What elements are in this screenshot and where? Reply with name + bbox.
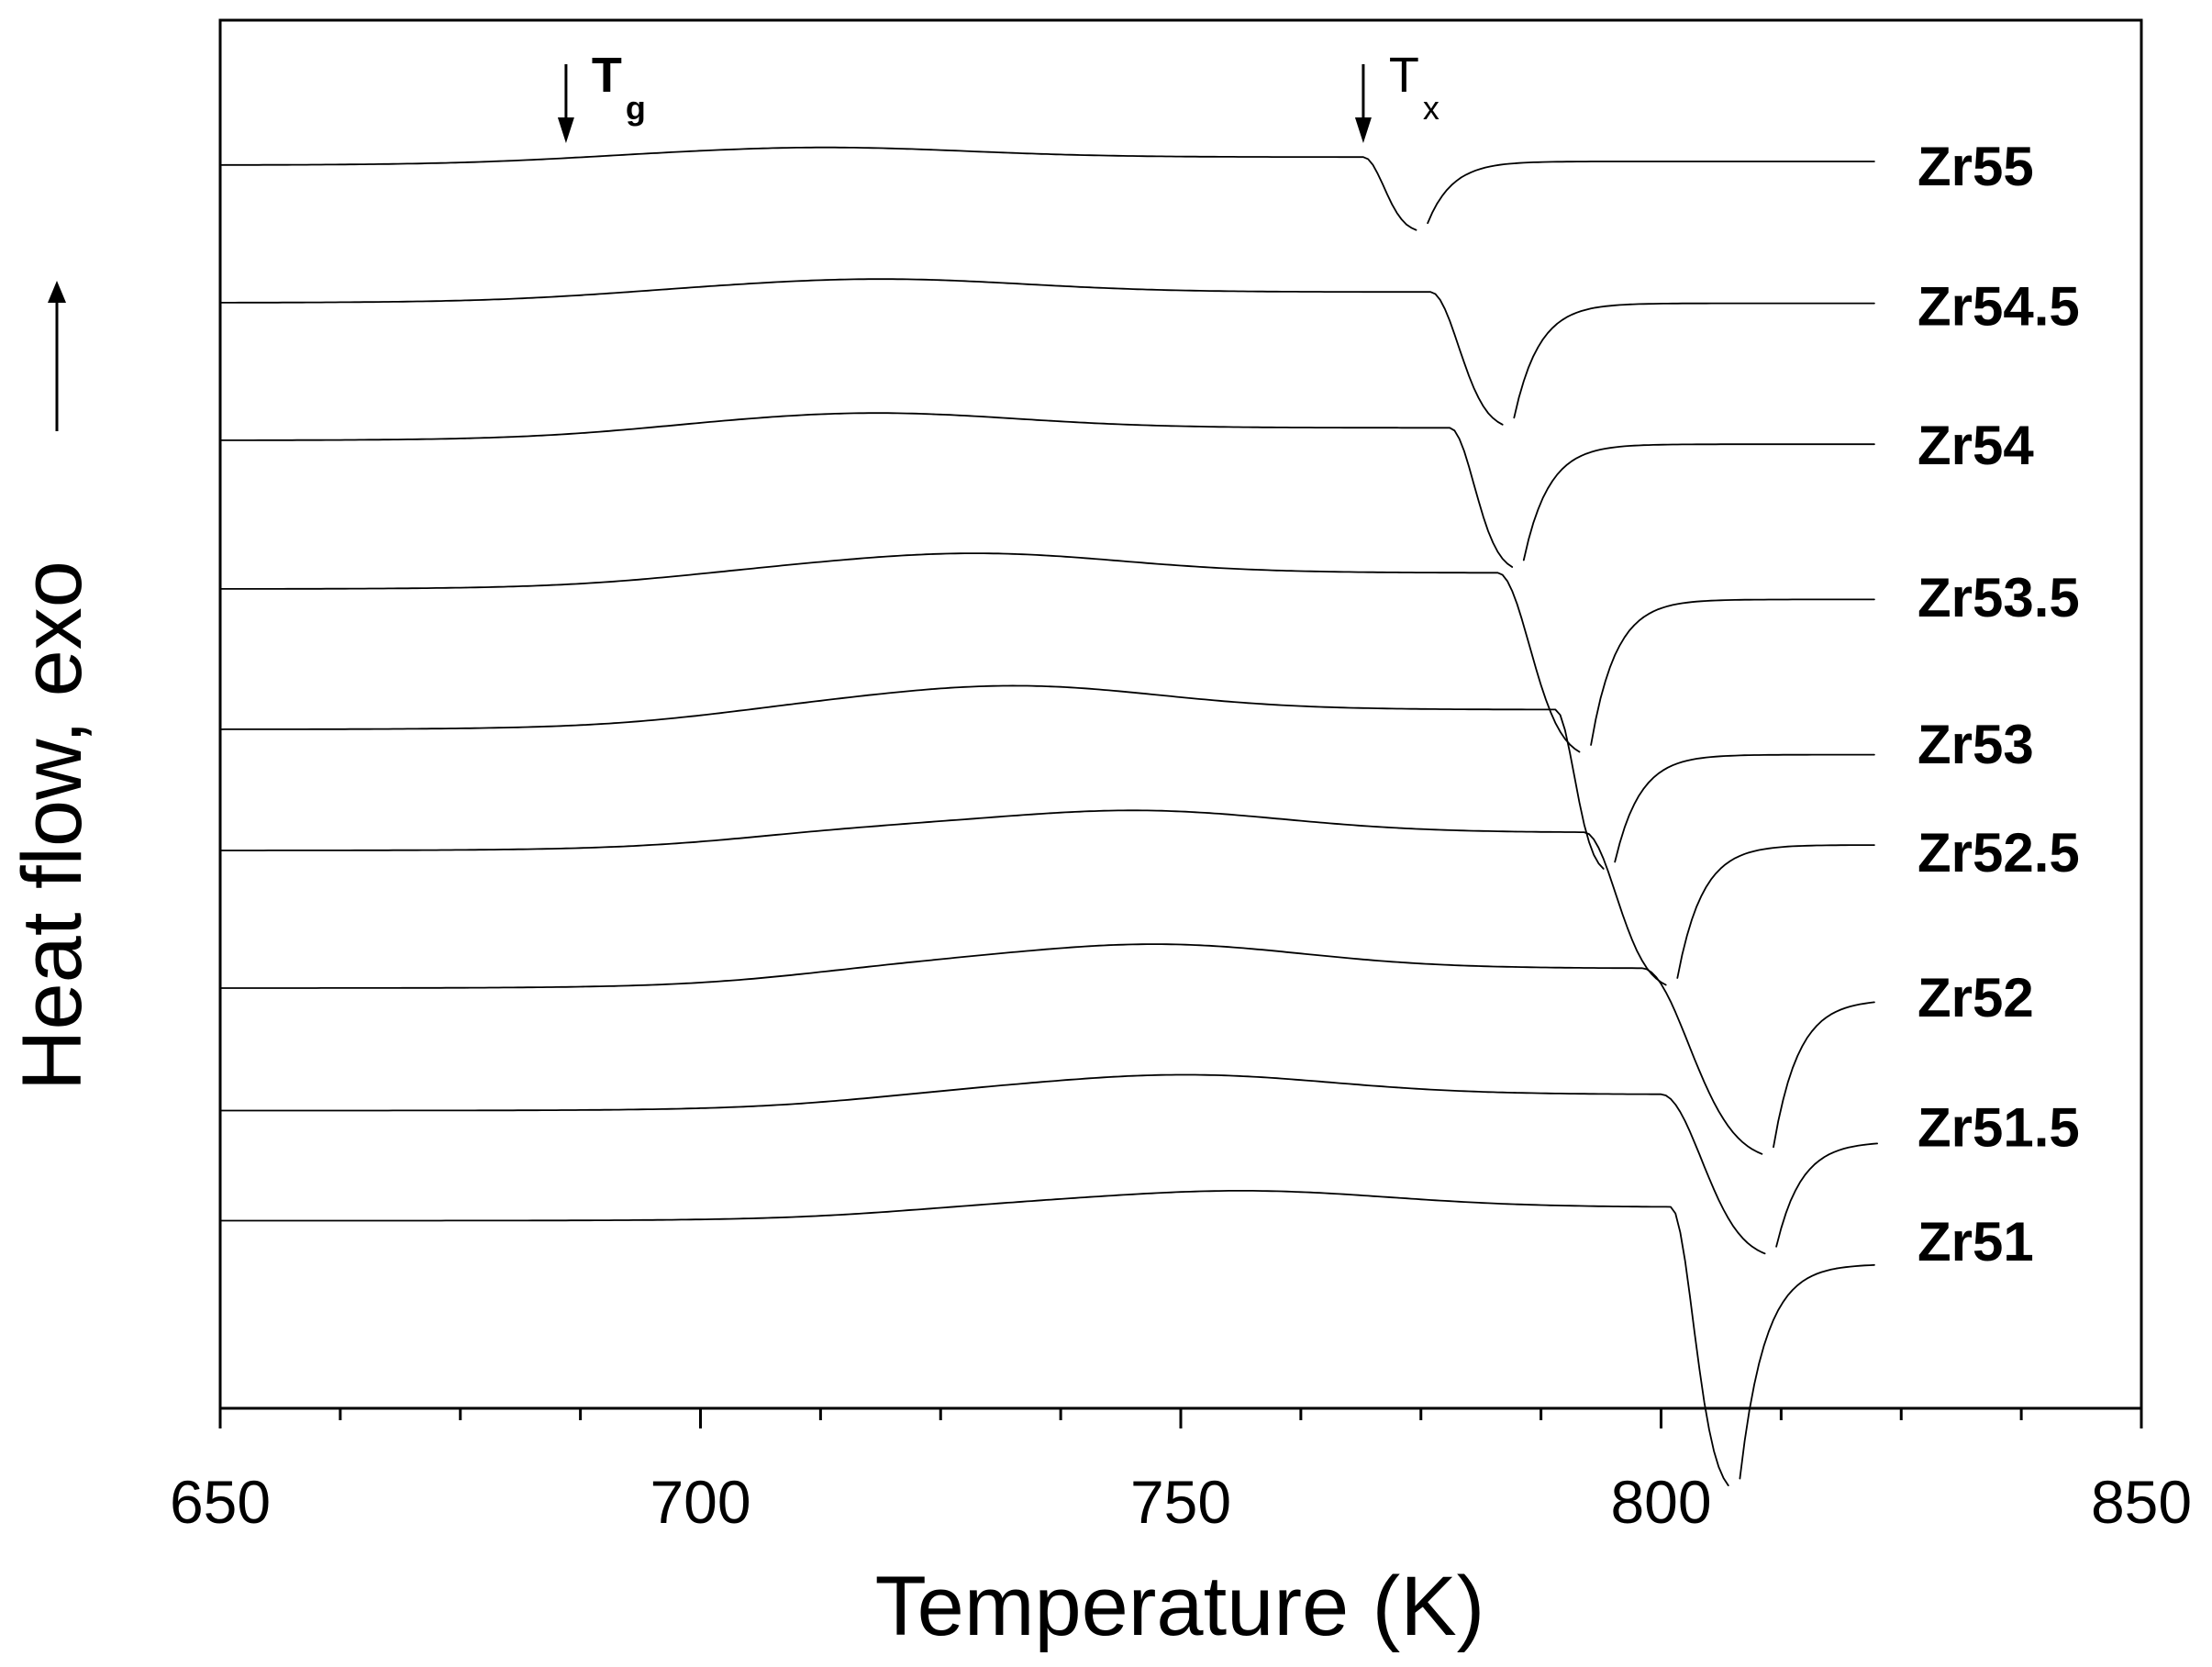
annotation-subscript: x bbox=[1423, 89, 1439, 127]
annotation-main: T bbox=[592, 48, 622, 103]
series-label-zr54: Zr54 bbox=[1917, 415, 2034, 476]
annotation-label: Tg bbox=[592, 48, 646, 127]
series-curve-zr54-5 bbox=[219, 278, 1875, 426]
series-label-zr52-5: Zr52.5 bbox=[1917, 822, 2080, 884]
x-tick-label: 850 bbox=[2091, 1468, 2192, 1536]
series-labels: Zr55 Zr54.5 Zr54 Zr53.5 Zr53 Zr52.5 Zr52 Zr51.5… bbox=[1917, 136, 2080, 1272]
series-curve-zr51 bbox=[219, 1190, 1875, 1486]
series-label-zr51: Zr51 bbox=[1917, 1211, 2034, 1272]
annotation-subscript: g bbox=[626, 89, 646, 127]
annotation-arrowhead bbox=[557, 117, 574, 143]
series-curve-zr52-5 bbox=[219, 809, 1875, 986]
annotation-main: T bbox=[1389, 48, 1419, 103]
x-tick-label: 750 bbox=[1130, 1468, 1231, 1536]
series-label-zr53-5: Zr53.5 bbox=[1917, 567, 2080, 628]
series-label-zr52: Zr52 bbox=[1917, 967, 2034, 1028]
y-axis-title: Heat flow, exo bbox=[6, 561, 99, 1091]
x-axis-ticks bbox=[218, 1408, 2143, 1428]
series-curve-zr53 bbox=[219, 684, 1875, 870]
series-curve-zr52 bbox=[219, 943, 1875, 1155]
series-curve-zr51-5 bbox=[219, 1073, 1878, 1255]
series-label-zr53: Zr53 bbox=[1917, 714, 2034, 775]
y-direction-arrow bbox=[48, 281, 66, 431]
annotation-arrowhead bbox=[1354, 117, 1372, 143]
curves bbox=[219, 146, 1878, 1486]
series-label-zr55: Zr55 bbox=[1917, 136, 2034, 197]
series-curve-zr53-5 bbox=[219, 552, 1875, 753]
annotation-label: Tx bbox=[1389, 48, 1439, 127]
x-tick-label: 800 bbox=[1610, 1468, 1711, 1536]
series-curve-zr55 bbox=[219, 146, 1875, 231]
series-label-zr51-5: Zr51.5 bbox=[1917, 1096, 2080, 1158]
x-axis-tick-labels: 650 700 750 800 850 bbox=[170, 1468, 2192, 1536]
plot-frame bbox=[218, 18, 2143, 1410]
x-tick-label: 650 bbox=[170, 1468, 271, 1536]
x-tick-label: 700 bbox=[650, 1468, 750, 1536]
series-curve-zr54 bbox=[219, 412, 1875, 568]
series-label-zr54-5: Zr54.5 bbox=[1917, 275, 2080, 337]
x-axis-title: Temperature (K) bbox=[875, 1560, 1485, 1653]
